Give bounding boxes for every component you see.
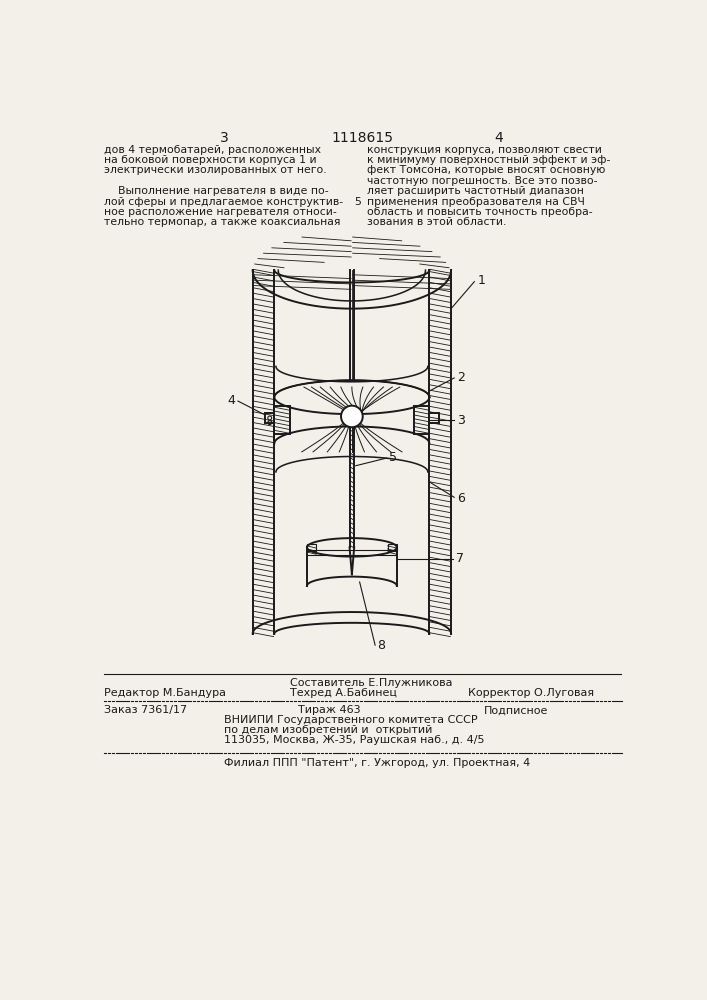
- Text: ное расположение нагревателя относи-: ное расположение нагревателя относи-: [104, 207, 337, 217]
- Text: 113035, Москва, Ж-35, Раушская наб., д. 4/5: 113035, Москва, Ж-35, Раушская наб., д. …: [224, 735, 484, 745]
- Text: ВНИИПИ Государственного комитета СССР: ВНИИПИ Государственного комитета СССР: [224, 715, 478, 725]
- Text: конструкция корпуса, позволяют свести: конструкция корпуса, позволяют свести: [368, 145, 602, 155]
- Circle shape: [341, 406, 363, 427]
- Text: Техред А.Бабинец: Техред А.Бабинец: [290, 688, 397, 698]
- Text: Подписное: Подписное: [484, 705, 548, 715]
- Bar: [387, 544, 397, 551]
- Text: применения преобразователя на СВЧ: применения преобразователя на СВЧ: [368, 197, 585, 207]
- Bar: [265, 413, 274, 423]
- Bar: [414, 406, 429, 434]
- Text: 5: 5: [389, 451, 397, 464]
- Text: 4: 4: [495, 131, 503, 145]
- Text: ляет расширить частотный диапазон: ляет расширить частотный диапазон: [368, 186, 584, 196]
- Text: Корректор О.Луговая: Корректор О.Луговая: [468, 688, 595, 698]
- Text: Тираж 463: Тираж 463: [298, 705, 361, 715]
- Text: на боковой поверхности корпуса 1 и: на боковой поверхности корпуса 1 и: [104, 155, 317, 165]
- Bar: [307, 544, 316, 551]
- Text: 8: 8: [377, 639, 385, 652]
- Text: Составитель Е.Плужникова: Составитель Е.Плужникова: [290, 678, 452, 688]
- Text: Выполнение нагревателя в виде по-: Выполнение нагревателя в виде по-: [104, 186, 329, 196]
- Text: по делам изобретений и  открытий: по делам изобретений и открытий: [224, 725, 433, 735]
- Bar: [274, 406, 290, 434]
- Text: к минимуму поверхностный эффект и эф-: к минимуму поверхностный эффект и эф-: [368, 155, 611, 165]
- Text: лой сферы и предлагаемое конструктив-: лой сферы и предлагаемое конструктив-: [104, 197, 343, 207]
- Text: Заказ 7361/17: Заказ 7361/17: [104, 705, 187, 715]
- Text: 3: 3: [220, 131, 228, 145]
- Text: электрически изолированных от него.: электрически изолированных от него.: [104, 165, 327, 175]
- Text: тельно термопар, а также коаксиальная: тельно термопар, а также коаксиальная: [104, 217, 340, 227]
- Text: фект Томсона, которые вносят основную: фект Томсона, которые вносят основную: [368, 165, 606, 175]
- Text: Редактор М.Бандура: Редактор М.Бандура: [104, 688, 226, 698]
- Text: Филиал ППП "Патент", г. Ужгород, ул. Проектная, 4: Филиал ППП "Патент", г. Ужгород, ул. Про…: [224, 758, 530, 768]
- Text: частотную погрешность. Все это позво-: частотную погрешность. Все это позво-: [368, 176, 598, 186]
- Text: область и повысить точность преобра-: область и повысить точность преобра-: [368, 207, 593, 217]
- Text: дов 4 термобатарей, расположенных: дов 4 термобатарей, расположенных: [104, 145, 321, 155]
- Text: 5: 5: [355, 197, 361, 207]
- Text: 4: 4: [228, 394, 235, 407]
- Text: 2: 2: [457, 371, 465, 384]
- Bar: [429, 413, 438, 423]
- Text: 7: 7: [456, 552, 464, 565]
- Text: 6: 6: [457, 492, 465, 505]
- Text: 1118615: 1118615: [331, 131, 393, 145]
- Text: 1: 1: [477, 274, 485, 287]
- Text: зования в этой области.: зования в этой области.: [368, 217, 507, 227]
- Text: 3: 3: [457, 414, 465, 427]
